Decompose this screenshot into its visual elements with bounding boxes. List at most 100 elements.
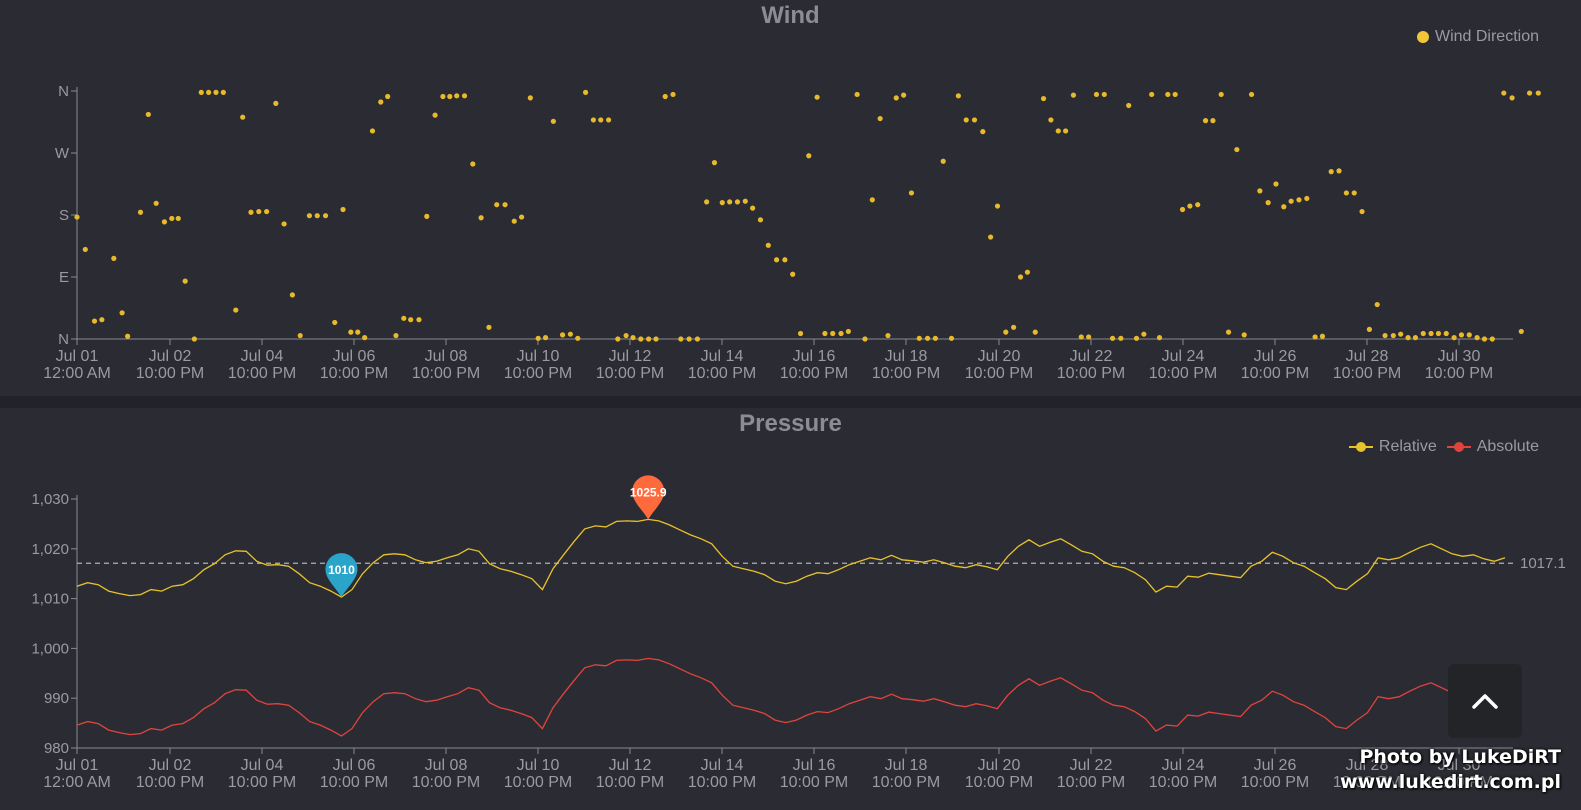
wind-direction-point: [908, 190, 915, 196]
wind-direction-point: [322, 213, 329, 219]
wind-direction-point: [137, 209, 144, 215]
wind-direction-point: [550, 118, 556, 124]
wind-direction-point: [74, 214, 80, 220]
wind-direction-point: [1535, 90, 1541, 96]
wind-direction-point: [988, 234, 994, 240]
pressure-x-tick-label: Jul 10 10:00 PM: [504, 757, 572, 791]
wind-direction-point: [582, 89, 589, 95]
wind-direction-point: [1288, 198, 1294, 204]
wind-direction-point: [822, 330, 828, 337]
wind-direction-point: [1011, 324, 1017, 330]
max-pressure-marker-label: 1025.9: [630, 485, 667, 499]
watermark: Photo by LukeDiRT www.lukedirt.com.pl: [1340, 745, 1561, 795]
wind-direction-point: [678, 336, 684, 342]
wind-direction-point: [790, 271, 796, 277]
wind-direction-point: [630, 335, 636, 341]
wind-direction-point: [401, 315, 407, 321]
wind-direction-point: [1063, 128, 1069, 134]
average-markline-label: 1017.1: [1520, 555, 1566, 572]
wind-x-tick-label: Jul 24 10:00 PM: [1149, 348, 1217, 382]
wind-direction-point: [773, 257, 780, 263]
wind-direction-point: [1048, 117, 1054, 123]
scroll-to-top-button[interactable]: [1448, 664, 1522, 738]
wind-direction-point: [519, 214, 525, 220]
wind-direction-point: [994, 203, 1001, 209]
wind-direction-point: [111, 255, 117, 261]
wind-direction-point: [1428, 330, 1434, 337]
relative-pressure-line: [76, 518, 1506, 598]
legend-relative[interactable]: Relative: [1348, 438, 1437, 456]
wind-direction-point: [424, 213, 430, 219]
wind-direction-point: [963, 117, 969, 123]
pressure-legend: Relative Absolute: [1348, 438, 1539, 456]
wind-direction-point: [719, 200, 725, 206]
wind-direction-point: [1086, 334, 1092, 340]
wind-direction-point: [638, 336, 644, 342]
wind-direction-point: [153, 200, 159, 206]
wind-x-tick-label: Jul 01 12:00 AM: [43, 348, 111, 382]
wind-direction-point: [161, 219, 168, 225]
pressure-chart-title: Pressure: [739, 410, 842, 437]
wind-direction-point: [1179, 206, 1186, 213]
wind-direction-point: [82, 246, 88, 253]
legend-absolute-label: Absolute: [1476, 438, 1539, 455]
wind-direction-point: [1257, 188, 1263, 194]
wind-direction-point: [1328, 169, 1334, 175]
wind-direction-point: [1024, 269, 1031, 275]
wind-direction-point: [355, 329, 361, 335]
wind-direction-point: [191, 336, 197, 342]
wind-direction-point: [99, 317, 105, 323]
wind-direction-point: [1481, 336, 1488, 342]
wind-direction-point: [432, 112, 438, 118]
wind-direction-point: [980, 129, 986, 135]
legend-absolute[interactable]: Absolute: [1446, 438, 1539, 456]
wind-direction-point: [814, 94, 820, 100]
pressure-x-tick-label: Jul 14 10:00 PM: [688, 757, 756, 791]
wind-x-tick-label: Jul 04 10:00 PM: [228, 348, 296, 382]
wind-y-tick-label: E: [59, 269, 69, 286]
wind-direction-point: [1265, 200, 1271, 206]
wind-direction-point: [877, 115, 883, 122]
wind-direction-point: [1458, 332, 1465, 338]
wind-direction-point: [1518, 328, 1524, 335]
wind-direction-point: [175, 215, 181, 222]
wind-direction-point: [782, 257, 788, 263]
wind-direction-point: [1133, 335, 1140, 341]
wind-direction-point: [893, 95, 899, 101]
wind-direction-point: [1501, 90, 1507, 96]
wind-direction-point: [182, 278, 188, 284]
wind-x-tick-label: Jul 08 10:00 PM: [412, 348, 480, 382]
pressure-x-tick-label: Jul 16 10:00 PM: [780, 757, 848, 791]
wind-direction-point: [646, 336, 652, 342]
wind-direction-point: [233, 307, 239, 313]
wind-direction-point: [125, 333, 131, 339]
wind-direction-point: [1070, 92, 1077, 98]
pressure-y-tick-label: 990: [44, 690, 69, 707]
wind-direction-point: [289, 292, 295, 298]
absolute-pressure-line: [76, 657, 1506, 737]
wind-direction-point: [1398, 331, 1404, 337]
wind-y-tick-label: N: [58, 331, 69, 348]
min-pressure-marker-label: 1010: [328, 563, 355, 577]
wind-direction-point: [1101, 91, 1107, 98]
pressure-line-chart: 980 990 1,000 1,010 1,020 1,030 Jul 01 12:00 AM…: [31, 475, 1566, 791]
wind-direction-point: [348, 329, 354, 335]
wind-direction-point: [169, 215, 175, 222]
wind-direction-point: [470, 161, 476, 167]
wind-y-tick-label: S: [59, 207, 69, 224]
wind-direction-point: [119, 310, 125, 316]
wind-direction-point: [393, 332, 399, 339]
wind-direction-point: [332, 319, 338, 326]
legend-wind-direction[interactable]: Wind Direction: [1416, 28, 1539, 46]
wind-x-tick-label: Jul 30 10:00 PM: [1425, 348, 1493, 382]
wind-x-tick-label: Jul 22 10:00 PM: [1057, 348, 1125, 382]
wind-direction-point: [567, 331, 573, 337]
wind-direction-point: [854, 91, 860, 98]
wind-direction-point: [511, 218, 517, 224]
wind-direction-point: [1210, 118, 1216, 124]
pressure-x-tick-label: Jul 20 10:00 PM: [965, 757, 1033, 791]
wind-direction-point: [198, 89, 204, 95]
wind-direction-point: [1156, 335, 1163, 341]
pressure-x-tick-label: Jul 01 12:00 AM: [43, 757, 111, 791]
wind-direction-point: [1435, 330, 1442, 337]
